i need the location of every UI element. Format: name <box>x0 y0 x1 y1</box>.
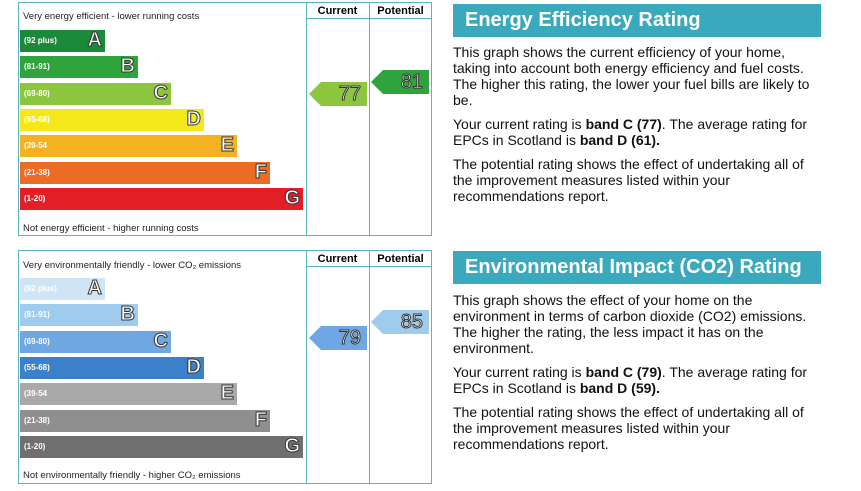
env-paragraph-3: The potential rating shows the effect of… <box>453 404 804 452</box>
env-band-letter: C <box>153 329 168 352</box>
env-band-f: (21-38) F <box>20 408 270 432</box>
energy-rating-chart: Very energy efficient - lower running co… <box>18 2 432 236</box>
energy-band-range: (69-80) <box>24 88 50 98</box>
energy-band-a: (92 plus) A <box>20 29 105 52</box>
energy-band-range: (55-68) <box>24 114 50 124</box>
env-bottom-caption: Not environmentally friendly - higher CO… <box>23 470 241 481</box>
energy-band-b: (81-91) B <box>20 55 138 79</box>
env-paragraph-2: Your current rating is band C (79). The … <box>453 364 808 396</box>
energy-current-value: 77 <box>338 83 361 106</box>
energy-paragraph-1: This graph shows the current efficiency … <box>453 44 810 108</box>
energy-band-range: (39-54 <box>24 141 48 151</box>
energy-band-letter: G <box>284 186 301 209</box>
env-current-header: Current <box>306 251 369 267</box>
env-band-letter: F <box>254 408 267 431</box>
env-band-b: (81-91) B <box>20 303 138 327</box>
energy-title: Energy Efficiency Rating <box>453 4 821 37</box>
energy-band-letter: F <box>254 160 267 183</box>
energy-band-letter: B <box>120 55 135 78</box>
env-band-d: (55-68) D <box>20 355 204 379</box>
energy-current-header: Current <box>306 3 369 19</box>
env-band-letter: B <box>120 303 135 326</box>
energy-current-arrow <box>309 82 367 106</box>
env-title: Environmental Impact (CO2) Rating <box>453 251 821 284</box>
energy-description: This graph shows the current efficiency … <box>453 44 823 212</box>
energy-band-letter: A <box>87 29 102 52</box>
env-potential-value: 85 <box>400 311 423 334</box>
env-band-c: (69-80) C <box>20 329 171 353</box>
env-paragraph-1: This graph shows the effect of your home… <box>453 292 807 356</box>
energy-band-letter: E <box>220 134 234 157</box>
energy-potential-value: 81 <box>400 71 423 94</box>
energy-band-g: (1-20) G <box>20 186 303 210</box>
energy-band-d: (55-68) D <box>20 107 204 131</box>
env-description: This graph shows the effect of your home… <box>453 292 823 460</box>
energy-band-range: (81-91) <box>24 62 50 72</box>
energy-band-letter: D <box>186 107 201 130</box>
env-band-g: (1-20) G <box>20 434 303 458</box>
env-band-letter: A <box>87 277 102 300</box>
env-band-range: (69-80) <box>24 336 50 346</box>
energy-band-c: (69-80) C <box>20 81 171 105</box>
env-potential-arrow <box>371 310 429 334</box>
energy-paragraph-3: The potential rating shows the effect of… <box>453 156 804 204</box>
env-band-range: (55-68) <box>24 362 50 372</box>
env-band-range: (39-54 <box>24 389 48 399</box>
env-current-arrow <box>309 326 367 350</box>
energy-paragraph-2: Your current rating is band C (77). The … <box>453 116 808 148</box>
env-current-value: 79 <box>338 327 361 350</box>
energy-band-e: (39-54 E <box>20 134 237 158</box>
env-band-range: (81-91) <box>24 310 50 320</box>
energy-band-range: (21-38) <box>24 167 50 177</box>
env-band-a: (92 plus) A <box>20 277 105 300</box>
env-rating-chart: Very environmentally friendly - lower CO… <box>18 250 432 484</box>
env-potential-header: Potential <box>369 251 432 267</box>
energy-band-f: (21-38) F <box>20 160 270 184</box>
env-band-range: (92 plus) <box>24 284 57 293</box>
energy-band-range: (92 plus) <box>24 36 57 45</box>
env-band-range: (21-38) <box>24 415 50 425</box>
env-band-letter: G <box>284 434 301 457</box>
env-band-range: (1-20) <box>24 441 46 451</box>
energy-potential-arrow <box>371 70 429 94</box>
env-top-caption: Very environmentally friendly - lower CO… <box>23 260 242 271</box>
energy-bottom-caption: Not energy efficient - higher running co… <box>23 223 199 234</box>
energy-potential-header: Potential <box>369 3 432 19</box>
energy-top-caption: Very energy efficient - lower running co… <box>23 11 200 22</box>
env-band-letter: D <box>186 355 201 378</box>
env-band-letter: E <box>220 382 234 405</box>
env-band-e: (39-54 E <box>20 382 237 406</box>
energy-band-letter: C <box>153 81 168 104</box>
energy-band-range: (1-20) <box>24 193 46 203</box>
